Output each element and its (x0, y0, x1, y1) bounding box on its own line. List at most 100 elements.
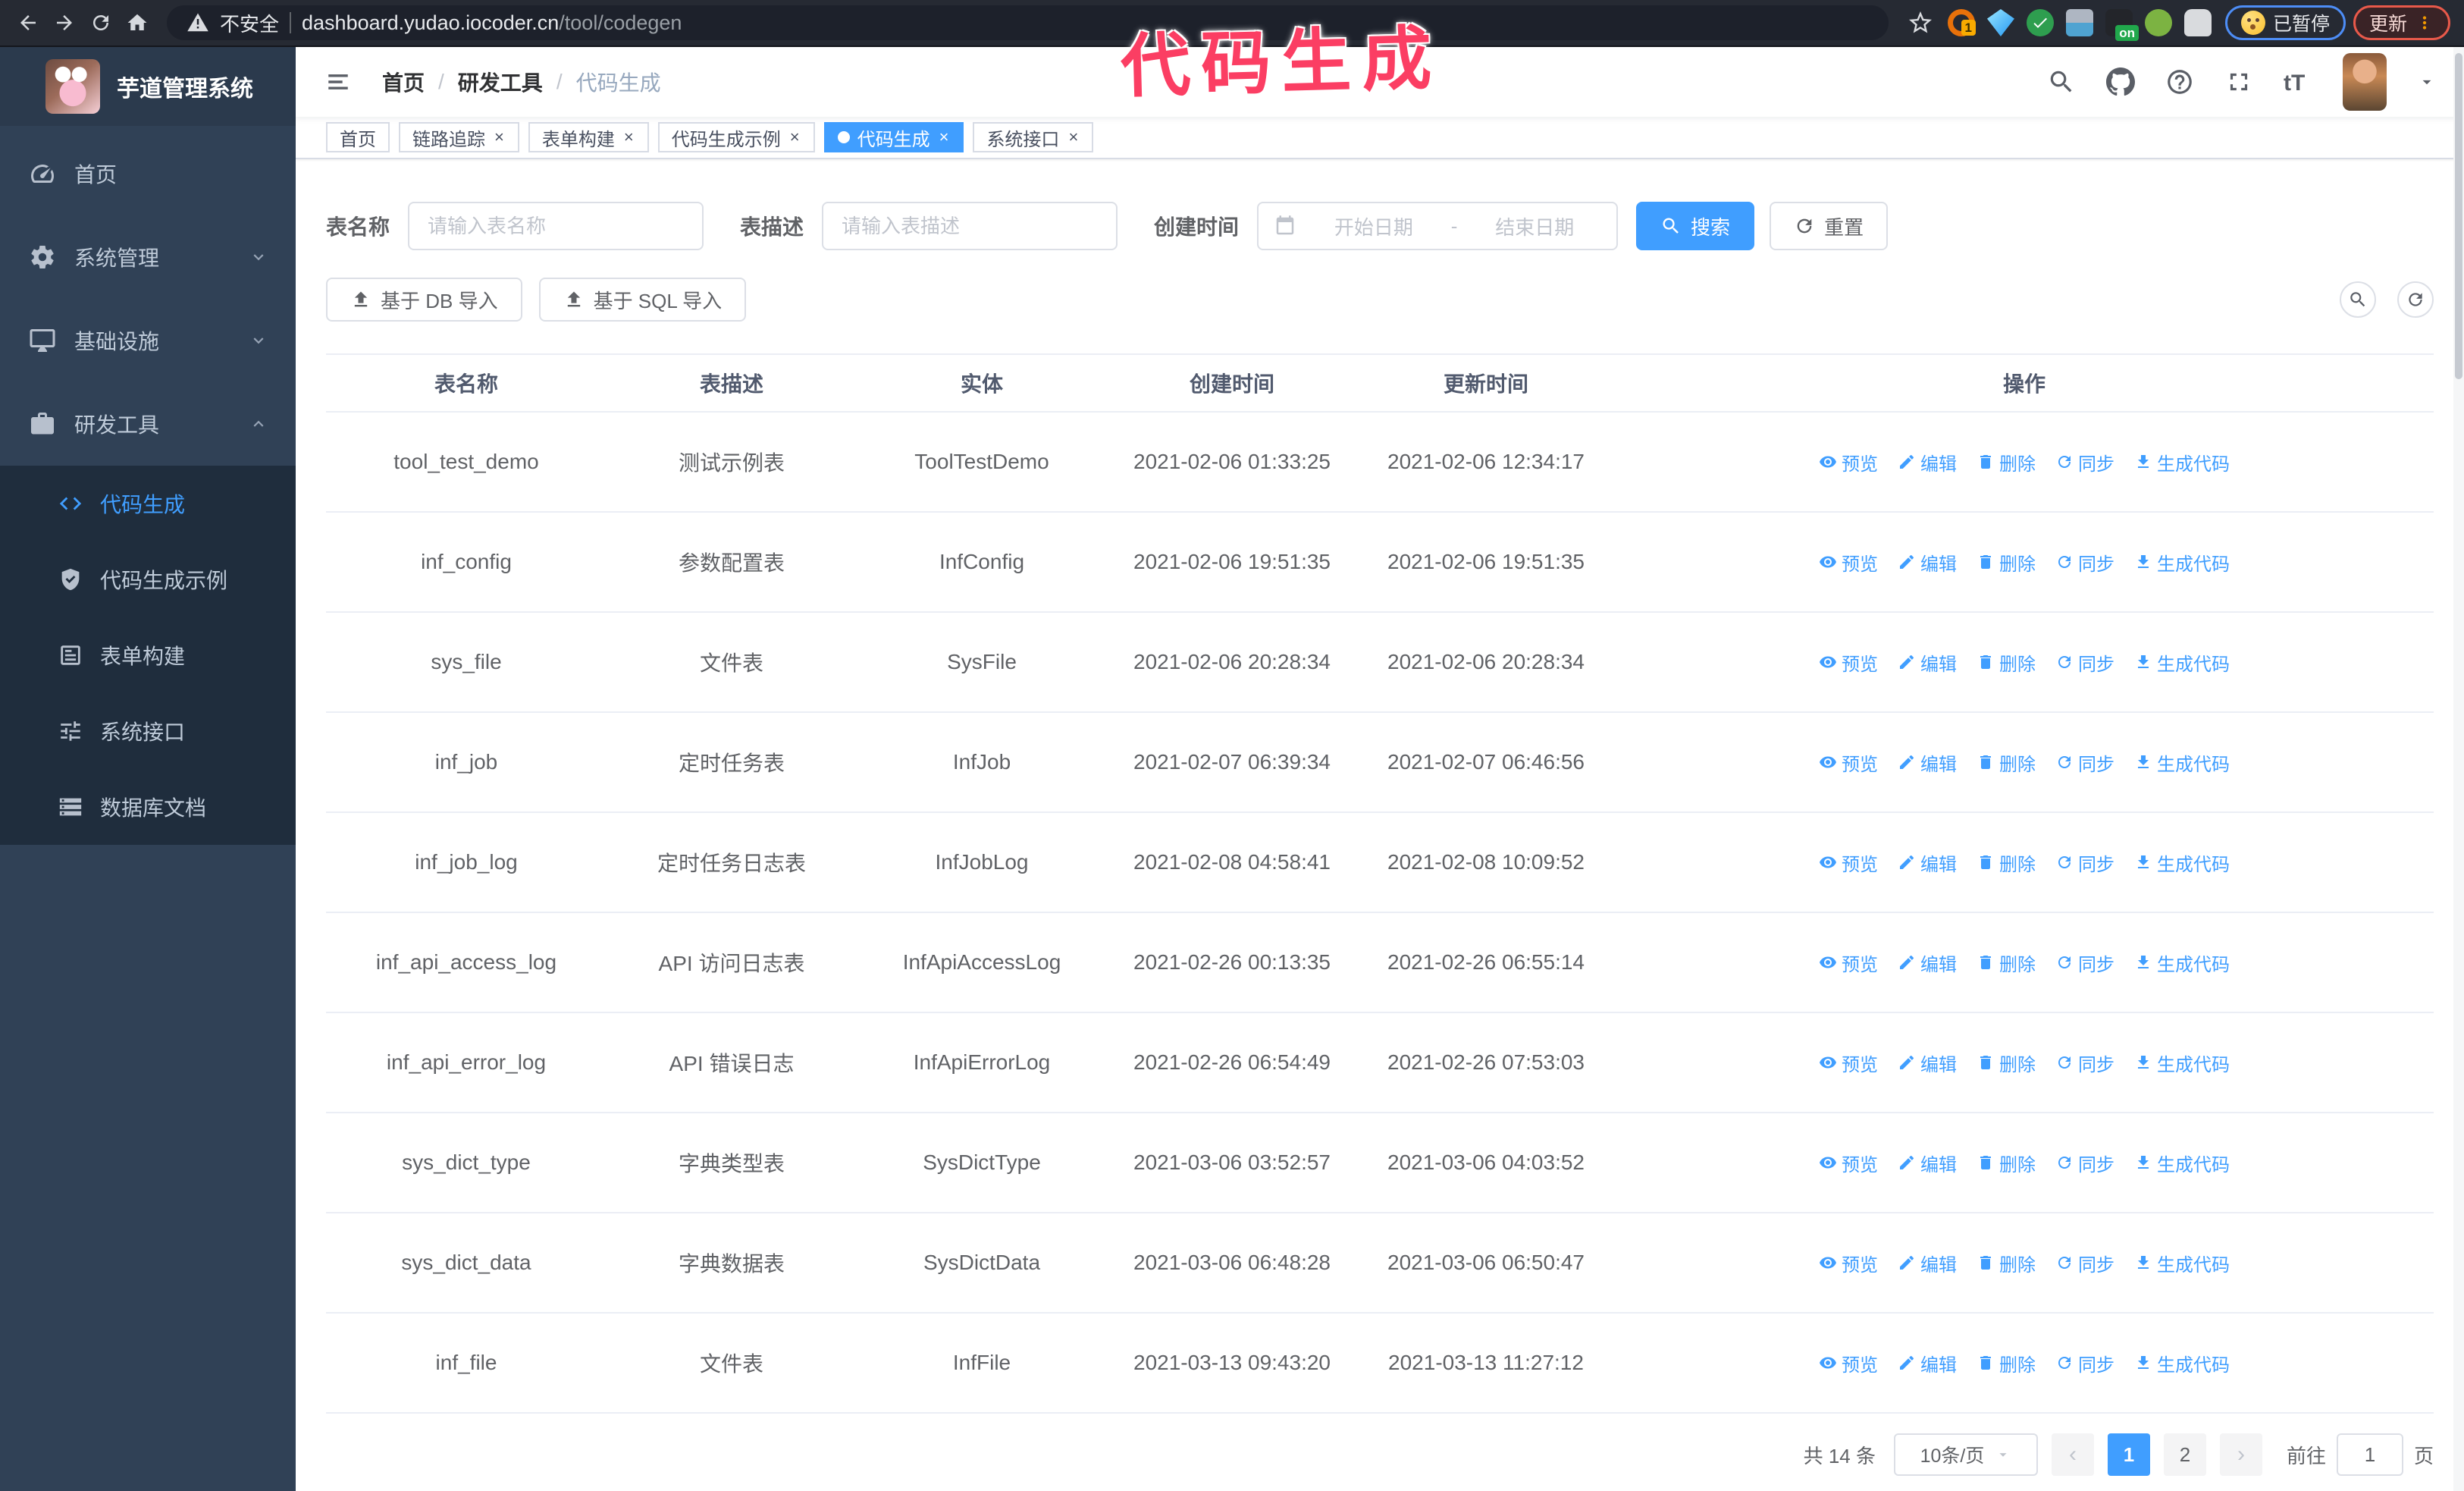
avatar[interactable] (2343, 53, 2387, 111)
toggle-search-button[interactable] (2340, 281, 2376, 318)
delete-action-link[interactable]: 删除 (1977, 549, 2036, 576)
refresh-table-button[interactable] (2397, 281, 2434, 318)
page-scrollbar[interactable] (2453, 47, 2464, 1491)
preview-action-link[interactable]: 预览 (1819, 449, 1878, 476)
extension-icon[interactable]: on (2105, 9, 2139, 41)
edit-action-link[interactable]: 编辑 (1898, 1150, 1957, 1176)
sync-action-link[interactable]: 同步 (2055, 549, 2114, 576)
browser-home-icon[interactable] (123, 8, 152, 37)
browser-forward-icon[interactable] (50, 8, 79, 37)
delete-action-link[interactable]: 删除 (1977, 950, 2036, 976)
close-icon[interactable]: × (939, 127, 949, 147)
sync-action-link[interactable]: 同步 (2055, 1350, 2114, 1376)
sync-action-link[interactable]: 同步 (2055, 849, 2114, 876)
hamburger-icon[interactable] (323, 69, 353, 95)
browser-back-icon[interactable] (14, 8, 42, 37)
help-icon[interactable] (2165, 67, 2194, 96)
extension-icon[interactable]: 1 (1947, 9, 1976, 36)
browser-menu-icon[interactable] (2415, 13, 2434, 33)
sync-action-link[interactable]: 同步 (2055, 449, 2114, 476)
search-icon[interactable] (2047, 67, 2076, 96)
browser-url-bar[interactable]: 不安全 dashboard.yudao.iocoder.cn/tool/code… (167, 5, 1889, 40)
tab-system-api[interactable]: 系统接口 × (973, 122, 1094, 153)
tab-codegen[interactable]: 代码生成 × (823, 122, 964, 153)
generate-action-link[interactable]: 生成代码 (2134, 950, 2230, 976)
sidebar-subitem-db-doc[interactable]: 数据库文档 (0, 769, 296, 845)
sync-action-link[interactable]: 同步 (2055, 1050, 2114, 1076)
extension-icon[interactable] (2183, 9, 2212, 36)
sidebar-item-system[interactable]: 系统管理 (0, 215, 296, 299)
scrollbar-thumb[interactable] (2455, 53, 2462, 379)
generate-action-link[interactable]: 生成代码 (2134, 1250, 2230, 1276)
generate-action-link[interactable]: 生成代码 (2134, 849, 2230, 876)
delete-action-link[interactable]: 删除 (1977, 1350, 2036, 1376)
app-logo[interactable]: 芋道管理系统 (0, 47, 296, 126)
github-icon[interactable] (2106, 67, 2135, 96)
table-desc-input[interactable] (822, 202, 1118, 250)
sidebar-subitem-form-builder[interactable]: 表单构建 (0, 617, 296, 693)
import-sql-button[interactable]: 基于 SQL 导入 (538, 278, 747, 322)
generate-action-link[interactable]: 生成代码 (2134, 1350, 2230, 1376)
preview-action-link[interactable]: 预览 (1819, 1350, 1878, 1376)
goto-page-input[interactable] (2336, 1433, 2403, 1476)
sidebar-subitem-system-api[interactable]: 系统接口 (0, 693, 296, 769)
generate-action-link[interactable]: 生成代码 (2134, 449, 2230, 476)
font-size-icon[interactable]: tT (2284, 71, 2306, 96)
breadcrumb-devtools[interactable]: 研发工具 (457, 71, 543, 96)
browser-reload-icon[interactable] (86, 8, 115, 37)
preview-action-link[interactable]: 预览 (1819, 549, 1878, 576)
edit-action-link[interactable]: 编辑 (1898, 950, 1957, 976)
generate-action-link[interactable]: 生成代码 (2134, 1050, 2230, 1076)
preview-action-link[interactable]: 预览 (1819, 1050, 1878, 1076)
edit-action-link[interactable]: 编辑 (1898, 749, 1957, 776)
generate-action-link[interactable]: 生成代码 (2134, 749, 2230, 776)
extension-icon[interactable] (2065, 9, 2093, 36)
generate-action-link[interactable]: 生成代码 (2134, 1150, 2230, 1176)
edit-action-link[interactable]: 编辑 (1898, 1050, 1957, 1076)
close-icon[interactable]: × (623, 127, 634, 147)
edit-action-link[interactable]: 编辑 (1898, 1250, 1957, 1276)
preview-action-link[interactable]: 预览 (1819, 749, 1878, 776)
browser-update-button[interactable]: 更新 (2353, 5, 2450, 40)
delete-action-link[interactable]: 删除 (1977, 849, 2036, 876)
delete-action-link[interactable]: 删除 (1977, 449, 2036, 476)
sync-action-link[interactable]: 同步 (2055, 950, 2114, 976)
prev-page-button[interactable]: ‹ (2051, 1433, 2094, 1476)
tab-trace[interactable]: 链路追踪 × (399, 122, 519, 153)
preview-action-link[interactable]: 预览 (1819, 950, 1878, 976)
sync-action-link[interactable]: 同步 (2055, 1250, 2114, 1276)
chevron-down-icon[interactable] (2417, 72, 2437, 92)
page-button-2[interactable]: 2 (2163, 1433, 2206, 1476)
bookmark-star-icon[interactable] (1907, 9, 1934, 36)
close-icon[interactable]: × (1068, 127, 1079, 147)
sync-action-link[interactable]: 同步 (2055, 1150, 2114, 1176)
generate-action-link[interactable]: 生成代码 (2134, 549, 2230, 576)
delete-action-link[interactable]: 删除 (1977, 1250, 2036, 1276)
search-button[interactable]: 搜索 (1636, 202, 1755, 250)
fullscreen-icon[interactable] (2224, 67, 2253, 96)
end-date-placeholder[interactable]: 结束日期 (1495, 215, 1575, 239)
sync-action-link[interactable]: 同步 (2055, 749, 2114, 776)
sidebar-subitem-codegen[interactable]: 代码生成 (0, 466, 296, 541)
next-page-button[interactable]: › (2219, 1433, 2262, 1476)
delete-action-link[interactable]: 删除 (1977, 1150, 2036, 1176)
sidebar-item-devtools[interactable]: 研发工具 (0, 382, 296, 466)
tab-form-builder[interactable]: 表单构建 × (528, 122, 649, 153)
page-button-1[interactable]: 1 (2107, 1433, 2150, 1476)
extension-icon[interactable] (2144, 9, 2172, 36)
page-size-select[interactable]: 10条/页 (1893, 1433, 2038, 1476)
extension-icon[interactable] (2026, 9, 2054, 36)
preview-action-link[interactable]: 预览 (1819, 649, 1878, 676)
import-db-button[interactable]: 基于 DB 导入 (326, 278, 522, 322)
edit-action-link[interactable]: 编辑 (1898, 449, 1957, 476)
edit-action-link[interactable]: 编辑 (1898, 849, 1957, 876)
sync-action-link[interactable]: 同步 (2055, 649, 2114, 676)
generate-action-link[interactable]: 生成代码 (2134, 649, 2230, 676)
delete-action-link[interactable]: 删除 (1977, 749, 2036, 776)
sidebar-item-infra[interactable]: 基础设施 (0, 299, 296, 382)
close-icon[interactable]: × (789, 127, 800, 147)
start-date-placeholder[interactable]: 开始日期 (1334, 215, 1413, 239)
preview-action-link[interactable]: 预览 (1819, 849, 1878, 876)
edit-action-link[interactable]: 编辑 (1898, 549, 1957, 576)
delete-action-link[interactable]: 删除 (1977, 1050, 2036, 1076)
